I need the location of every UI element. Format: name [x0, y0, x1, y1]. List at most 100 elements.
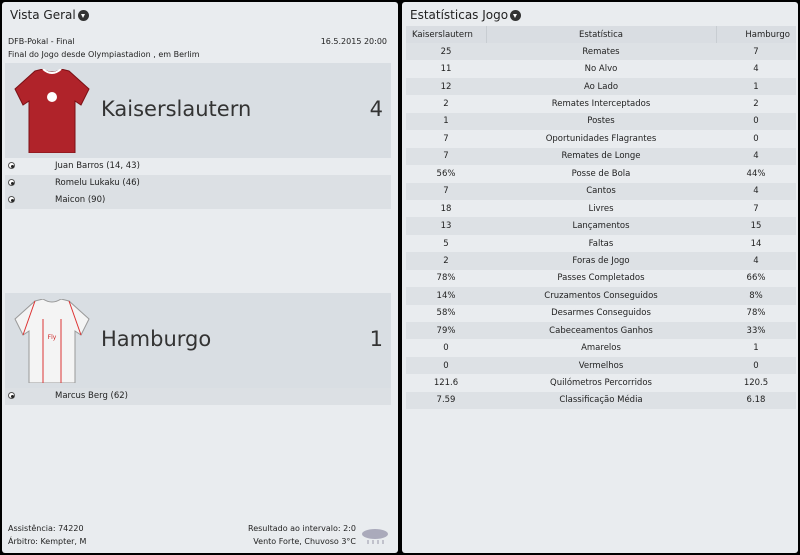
away-team-name[interactable]: Hamburgo — [101, 327, 212, 351]
home-value: 13 — [406, 217, 486, 235]
stat-row: 12 Ao Lado 1 — [406, 77, 796, 96]
home-value: 78% — [436, 273, 456, 284]
away-value: 4 — [716, 147, 796, 166]
home-shirt-icon — [14, 69, 90, 153]
away-value: 0 — [716, 356, 796, 375]
stat-row: 7 Cantos 4 — [406, 182, 796, 200]
away-value: 14 — [750, 238, 762, 249]
away-value: 33% — [716, 322, 796, 340]
stat-label: Remates Interceptados — [551, 99, 651, 110]
stats-title[interactable]: Estatísticas Jogo — [410, 8, 522, 22]
stat-row: 2 Foras de Jogo 4 — [406, 252, 796, 270]
stat-label: Cantos — [486, 182, 716, 200]
stat-label: Desarmes Conseguidos — [551, 308, 651, 319]
stat-label: Remates de Longe — [486, 147, 716, 166]
home-value: 7 — [406, 147, 486, 166]
stat-row: 7.59 Classificação Média 6.18 — [406, 391, 796, 410]
home-value: 7 — [406, 182, 486, 200]
stat-row: 79% Cabeceamentos Ganhos 33% — [406, 322, 796, 340]
stat-row: 7 Remates de Longe 4 — [406, 147, 796, 166]
chevron-down-icon[interactable] — [77, 9, 89, 21]
home-value: 11 — [440, 64, 452, 75]
stat-row: 7 Oportunidades Flagrantes 0 — [406, 130, 796, 147]
overview-title[interactable]: Vista Geral — [10, 8, 89, 22]
home-team-block: Kaiserslautern 4 — [5, 63, 391, 158]
stat-row: 2 Remates Interceptados 2 — [406, 95, 796, 112]
scorer-row: Maicon (90) — [5, 192, 391, 209]
attendance: Assistência: 74220 — [8, 524, 84, 533]
away-value: 0 — [753, 133, 759, 144]
stat-row: 58% Desarmes Conseguidos 78% — [406, 305, 796, 322]
competition: DFB-Pokal - Final — [8, 37, 75, 46]
stat-row: 18 Livres 7 — [406, 200, 796, 217]
away-value: 0 — [716, 112, 796, 131]
home-value: 121.6 — [433, 378, 459, 389]
stat-row: 0 Vermelhos 0 — [406, 356, 796, 375]
stat-label: No Alvo — [584, 64, 618, 75]
home-value: 14% — [406, 287, 486, 305]
match-stats-panel: Estatísticas Jogo Kaiserslautern Estatís… — [402, 2, 798, 553]
away-value: 2 — [753, 99, 759, 110]
home-value: 25 — [406, 43, 486, 61]
goal-ball-icon — [8, 392, 15, 399]
stat-label: Faltas — [588, 238, 614, 249]
stat-label: Cabeceamentos Ganhos — [486, 322, 716, 340]
stat-label: Postes — [486, 112, 716, 131]
stat-label: Amarelos — [581, 343, 621, 354]
stat-row: 1 Postes 0 — [406, 112, 796, 131]
referee: Árbitro: Kempter, M — [8, 537, 87, 546]
home-value: 5 — [443, 238, 449, 249]
away-value: 78% — [746, 308, 766, 319]
stat-label: Lançamentos — [486, 217, 716, 235]
home-team-name[interactable]: Kaiserslautern — [101, 97, 252, 121]
away-value: 66% — [746, 273, 766, 284]
stat-label: Classificação Média — [486, 391, 716, 410]
halftime-result: Resultado ao intervalo: 2:0 — [248, 524, 356, 533]
home-score: 4 — [369, 97, 383, 121]
stat-label: Oportunidades Flagrantes — [545, 133, 657, 144]
stat-row: 11 No Alvo 4 — [406, 60, 796, 77]
weather: Vento Forte, Chuvoso 3°C — [253, 537, 356, 546]
home-value: 12 — [406, 77, 486, 96]
svg-text:Fly: Fly — [48, 334, 57, 341]
stat-label: Passes Completados — [557, 273, 645, 284]
home-value: 7 — [443, 133, 449, 144]
goal-ball-icon — [8, 162, 15, 169]
stat-row: 121.6 Quilómetros Percorridos 120.5 — [406, 374, 796, 391]
away-value: 120.5 — [743, 378, 769, 389]
scorer-row: Romelu Lukaku (46) — [5, 175, 391, 192]
match-datetime: 16.5.2015 20:00 — [320, 37, 387, 46]
stat-row: 78% Passes Completados 66% — [406, 270, 796, 287]
chevron-down-icon[interactable] — [510, 9, 522, 21]
away-value: 15 — [716, 217, 796, 235]
header-stat[interactable]: Estatística — [486, 26, 717, 43]
stat-row: 25 Remates 7 — [406, 43, 796, 61]
stat-row: 14% Cruzamentos Conseguidos 8% — [406, 287, 796, 305]
home-value: 2 — [443, 99, 449, 110]
scorer-row: Juan Barros (14, 43) — [5, 158, 391, 175]
home-value: 1 — [406, 112, 486, 131]
home-value: 0 — [406, 356, 486, 375]
stat-label: Remates — [486, 43, 716, 61]
stat-row: 5 Faltas 14 — [406, 235, 796, 252]
away-value: 1 — [753, 343, 759, 354]
away-value: 1 — [716, 77, 796, 96]
away-value: 7 — [753, 203, 759, 214]
home-value: 79% — [406, 322, 486, 340]
stat-row: 13 Lançamentos 15 — [406, 217, 796, 235]
away-value: 6.18 — [716, 391, 796, 410]
away-value: 4 — [753, 64, 759, 75]
stat-label: Quilómetros Percorridos — [550, 378, 652, 389]
away-value: 8% — [716, 287, 796, 305]
home-value: 2 — [406, 252, 486, 270]
away-value: 4 — [716, 252, 796, 270]
venue: Final do Jogo desde Olympiastadion , em … — [8, 50, 200, 59]
home-value: 58% — [436, 308, 456, 319]
header-home[interactable]: Kaiserslautern — [406, 26, 487, 43]
header-away[interactable]: Hamburgo — [716, 26, 796, 43]
stat-label: Posse de Bola — [571, 168, 631, 179]
rain-cloud-icon — [362, 529, 388, 544]
home-value: 18 — [440, 203, 452, 214]
overview-panel: Vista Geral DFB-Pokal - Final 16.5.2015 … — [2, 2, 398, 553]
away-value: 4 — [716, 182, 796, 200]
